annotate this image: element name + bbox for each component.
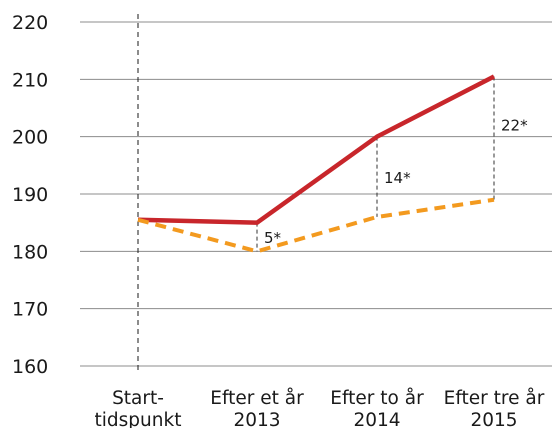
x-category-label: Efter tre år 2015 bbox=[444, 388, 545, 428]
x-category-label: Efter to år 2014 bbox=[330, 388, 424, 428]
difference-labels: 5* 14* 22* bbox=[264, 116, 528, 247]
x-axis: Start-tidspunkt Efter et år 2013 Efter to å… bbox=[95, 388, 545, 428]
y-tick-label: 170 bbox=[12, 299, 48, 321]
difference-lines bbox=[256, 76, 495, 252]
y-tick-label: 200 bbox=[12, 127, 48, 149]
series-line-0 bbox=[137, 74, 496, 225]
series-lines bbox=[137, 74, 496, 254]
x-category-label: Efter et år 2013 bbox=[210, 388, 304, 428]
series-line-1 bbox=[137, 197, 495, 254]
y-tick-label: 210 bbox=[12, 69, 48, 91]
y-tick-label: 220 bbox=[12, 12, 48, 34]
y-axis: 160 170 180 190 200 210 220 bbox=[12, 12, 48, 378]
difference-label: 5* bbox=[264, 229, 282, 247]
x-category-label: Start-tidspunkt bbox=[95, 388, 182, 428]
difference-label: 22* bbox=[501, 116, 528, 134]
difference-label: 14* bbox=[384, 169, 411, 187]
y-tick-label: 190 bbox=[12, 184, 48, 206]
y-tick-label: 180 bbox=[12, 241, 48, 263]
y-tick-label: 160 bbox=[12, 356, 48, 378]
grid-lines bbox=[80, 21, 552, 367]
